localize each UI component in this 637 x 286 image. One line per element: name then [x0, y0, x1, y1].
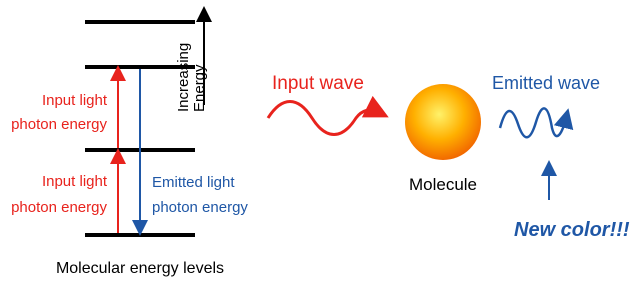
input-wave — [268, 102, 378, 135]
label: Molecule — [409, 175, 477, 194]
label: photon energy — [11, 199, 107, 216]
emitted-wave — [500, 108, 566, 137]
caption: Molecular energy levels — [56, 260, 224, 277]
axis-label-line: Increasing — [175, 43, 192, 112]
label: Input light — [42, 92, 108, 109]
label: photon energy — [152, 199, 248, 216]
label: Emitted light — [152, 174, 235, 191]
callout: New color!!! — [514, 219, 630, 241]
label: photon energy — [11, 116, 107, 133]
label: Input light — [42, 173, 108, 190]
molecule — [405, 84, 481, 160]
label: Input wave — [272, 73, 364, 94]
label: Emitted wave — [492, 73, 600, 93]
axis-label-line: Energy — [191, 64, 208, 112]
diagram: Increasing Energy Input light photon ene… — [0, 0, 637, 281]
